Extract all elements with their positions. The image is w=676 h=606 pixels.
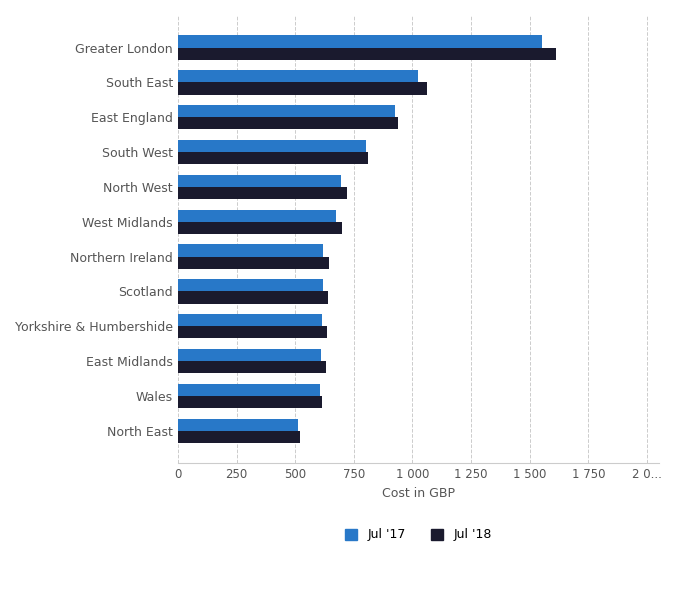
X-axis label: Cost in GBP: Cost in GBP xyxy=(382,487,455,500)
Bar xyxy=(178,210,336,222)
Bar xyxy=(178,222,342,234)
Bar xyxy=(178,349,322,361)
Bar xyxy=(178,419,297,431)
Bar xyxy=(178,244,323,256)
Bar xyxy=(178,314,322,326)
Bar xyxy=(178,326,327,338)
Bar xyxy=(178,35,541,48)
Bar xyxy=(178,396,322,408)
Bar xyxy=(178,187,347,199)
Bar xyxy=(178,117,398,130)
Bar xyxy=(178,48,556,60)
Bar xyxy=(178,70,418,82)
Bar xyxy=(178,105,395,117)
Bar xyxy=(178,279,323,291)
Bar xyxy=(178,152,368,164)
Legend: Jul '17, Jul '18: Jul '17, Jul '18 xyxy=(340,524,497,547)
Bar xyxy=(178,140,366,152)
Bar xyxy=(178,291,328,304)
Bar xyxy=(178,361,326,373)
Bar xyxy=(178,82,427,95)
Bar xyxy=(178,256,329,269)
Bar xyxy=(178,431,300,443)
Bar xyxy=(178,175,341,187)
Bar xyxy=(178,384,320,396)
